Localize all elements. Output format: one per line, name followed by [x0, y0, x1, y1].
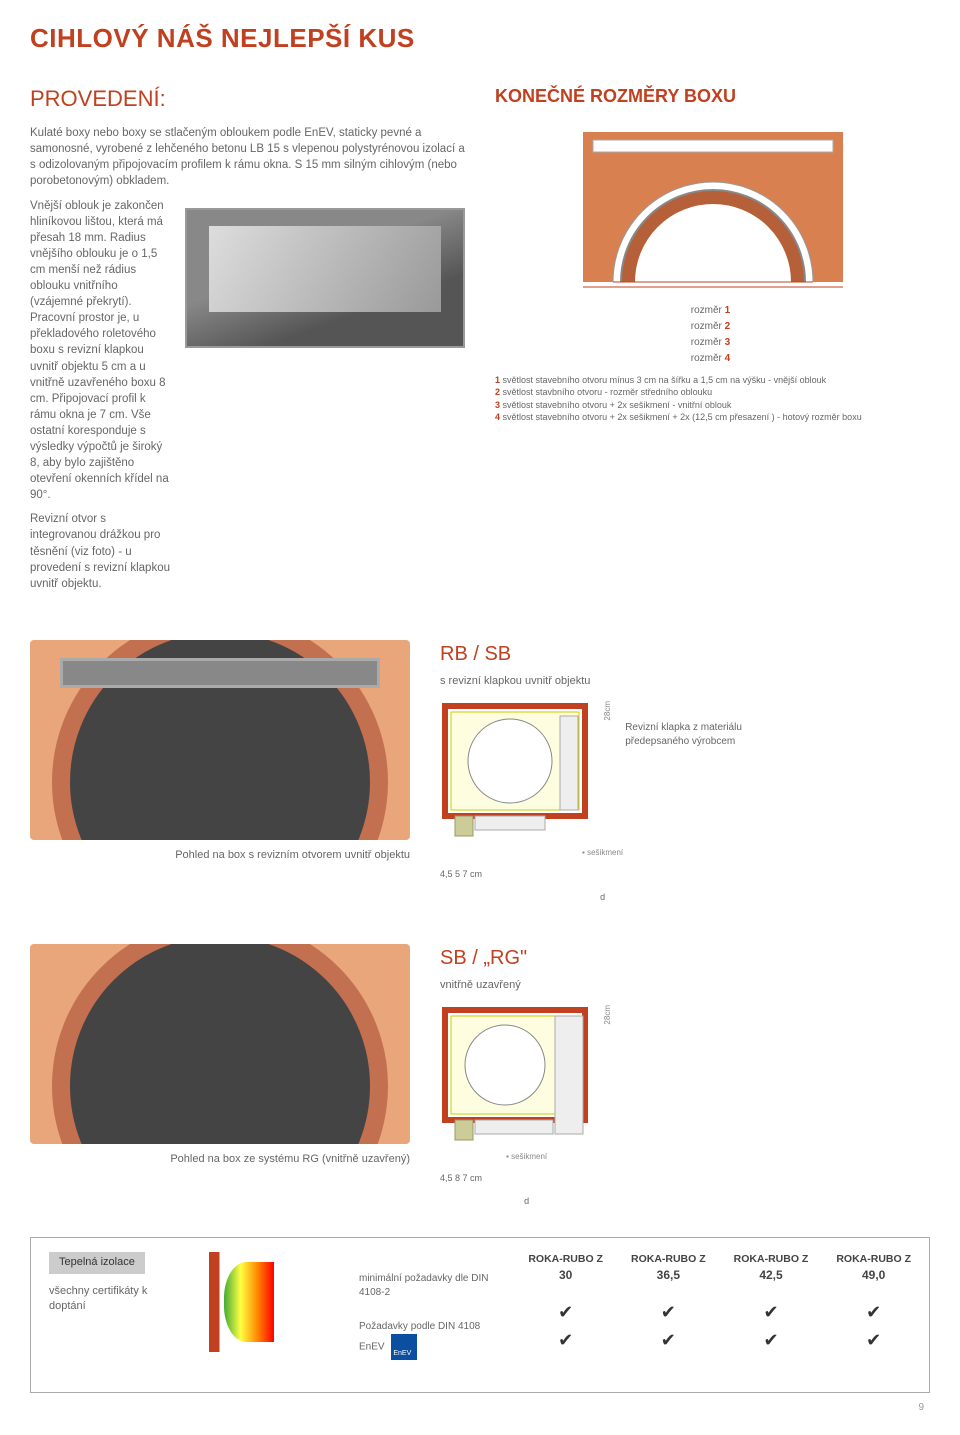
rbsb-note: Revizní klapka z materiálu předepsaného …	[625, 721, 765, 749]
req2: Požadavky podle DIN 4108 EnEV	[359, 1320, 508, 1360]
provedeni-p3: Revizní otvor s integrovanou drážkou pro…	[30, 511, 171, 591]
product-columns: ROKA-RUBO Z 30 ✔ ✔ ROKA-RUBO Z 36,5 ✔ ✔ …	[528, 1252, 911, 1353]
dim-legend: 1 světlost stavebního otvoru mínus 3 cm …	[495, 374, 930, 424]
thermal-sub: všechny certifikáty k doptání	[49, 1284, 179, 1315]
req1: minimální požadavky dle DIN 4108-2	[359, 1272, 508, 1300]
rbsb-dims: 4,5 5 7 cm	[440, 868, 765, 881]
thermal-table: Tepelná izolace všechny certifikáty k do…	[30, 1237, 930, 1393]
arch-caption-1: Pohled na box s revizním otvorem uvnitř …	[30, 848, 410, 863]
thermal-image	[209, 1252, 339, 1352]
rbsb-title: RB / SB	[440, 643, 511, 665]
enev-badge-icon	[391, 1334, 417, 1360]
page-number: 9	[30, 1401, 930, 1415]
page-main-title: CIHLOVÝ NÁŠ NEJLEPŠÍ KUS	[30, 20, 930, 56]
sbrg-title: SB / „RG"	[440, 947, 527, 969]
sbrg-h: 28cm	[602, 1005, 613, 1025]
sbrg-dims: 4,5 8 7 cm	[440, 1172, 613, 1185]
provedeni-p1: Kulaté boxy nebo boxy se stlačeným oblou…	[30, 125, 465, 189]
box-dimensions-diagram	[573, 122, 853, 292]
arch-caption-2: Pohled na box ze systému RG (vnitřně uza…	[30, 1152, 410, 1167]
sbrg-sub: vnitřně uzavřený	[440, 978, 613, 993]
sbrg-cross-section	[440, 1005, 590, 1145]
dim-labels-2: rozměr 2 rozměr 3 rozměr 4	[495, 320, 930, 366]
rbsb-h: 28cm	[602, 701, 613, 721]
rbsb-sesik: ▪ sešikmení	[440, 847, 765, 858]
arch-photo-sbrg	[30, 944, 410, 1144]
konecne-title: KONEČNÉ ROZMĚRY BOXU	[495, 84, 930, 109]
rbsb-d: d	[440, 891, 765, 904]
provedeni-p2: Vnější oblouk je zakončen hliníkovou liš…	[30, 198, 171, 504]
rbsb-cross-section	[440, 701, 590, 841]
arch-photo-rbsb	[30, 640, 410, 840]
sbrg-d: d	[440, 1195, 613, 1208]
window-photo	[185, 208, 465, 348]
dim-labels: rozměr 1	[495, 304, 930, 320]
rbsb-sub: s revizní klapkou uvnitř objektu	[440, 674, 765, 689]
thermal-label: Tepelná izolace	[49, 1252, 145, 1273]
sbrg-sesik: ▪ sešikmení	[440, 1151, 613, 1162]
provedeni-title: PROVEDENÍ:	[30, 84, 465, 115]
